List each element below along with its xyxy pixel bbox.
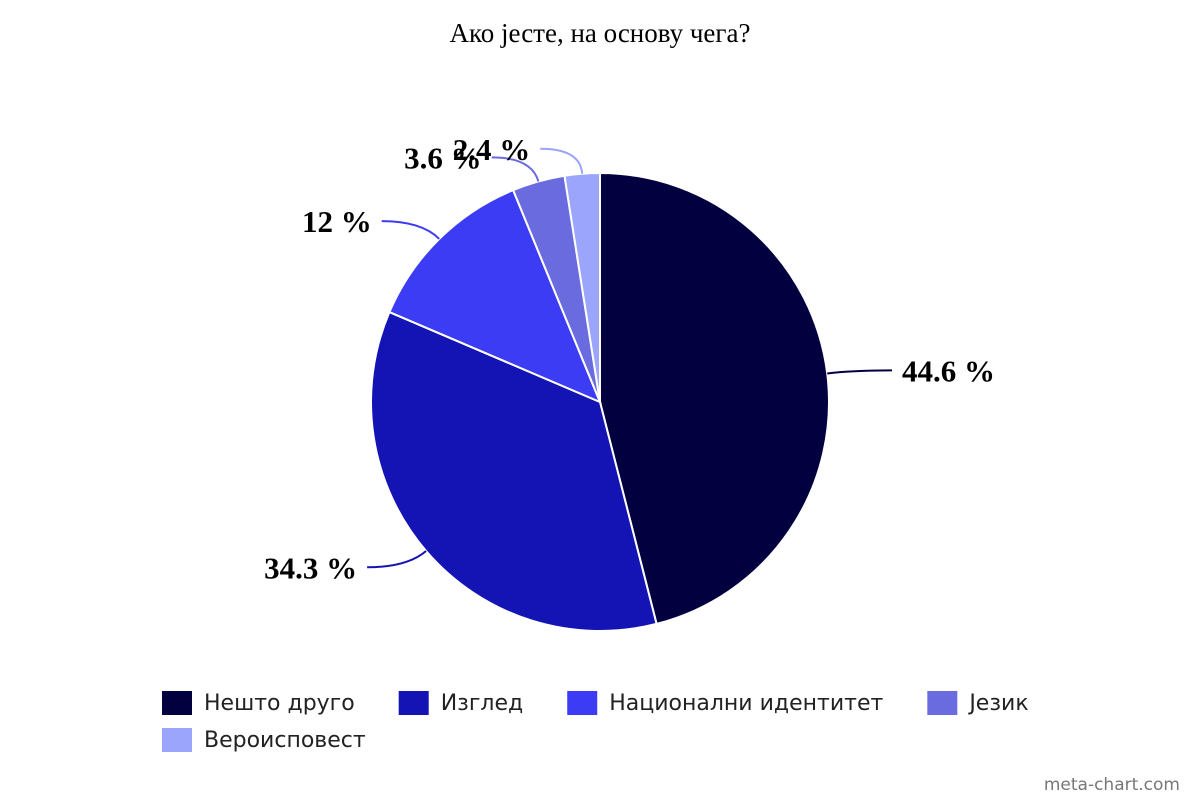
- legend-swatch: [162, 728, 192, 752]
- legend-label: Вероисповест: [204, 728, 366, 753]
- legend-label: Национални идентитет: [609, 691, 883, 716]
- value-label: 2.4 %: [453, 132, 531, 167]
- legend-swatch: [567, 691, 598, 715]
- legend-swatch: [162, 691, 192, 715]
- value-label: 34.3 %: [264, 550, 357, 585]
- leader-line: [827, 369, 893, 375]
- legend-swatch: [398, 691, 429, 715]
- watermark: meta-chart.com: [1044, 775, 1180, 795]
- legend-swatch: [927, 691, 958, 715]
- leader-line: [491, 156, 540, 182]
- leader-line: [367, 550, 427, 569]
- leader-line: [540, 147, 584, 174]
- legend-label: Нешто друго: [204, 691, 355, 716]
- legend-label: Изглед: [441, 691, 524, 716]
- leader-line: [381, 220, 440, 240]
- pie-slice: [370, 310, 658, 632]
- value-label: 12 %: [302, 204, 372, 239]
- value-label: 44.6 %: [902, 353, 995, 388]
- value-label: 3.6 %: [404, 140, 482, 175]
- pie-slice: [388, 188, 602, 404]
- pie-slice: [599, 171, 830, 626]
- legend-label: Језик: [967, 691, 1028, 716]
- chart-title: Ако јесте, на основу чега?: [450, 18, 751, 48]
